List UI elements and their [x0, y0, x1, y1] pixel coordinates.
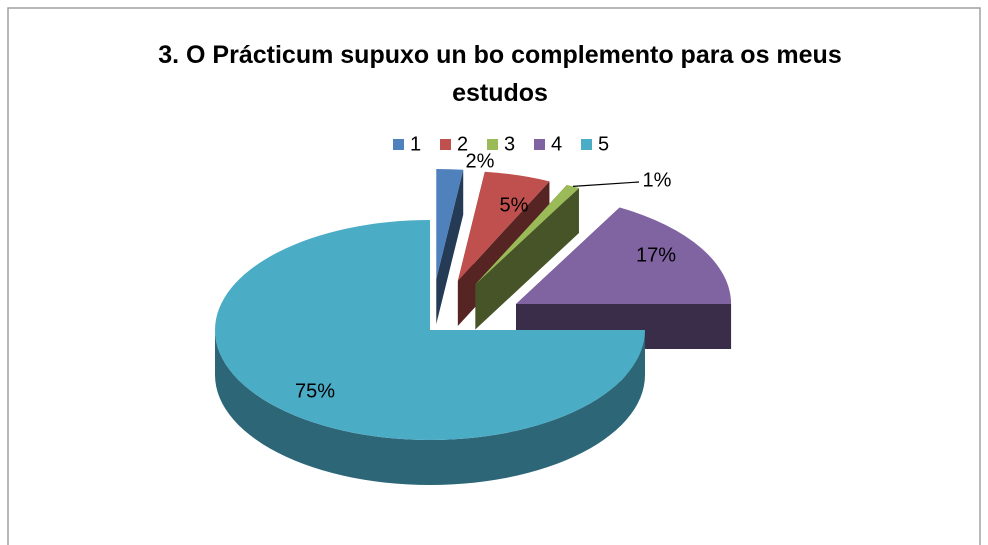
legend-label: 2	[457, 133, 468, 155]
legend-swatch	[581, 139, 592, 150]
slice-top	[215, 220, 645, 440]
chart-frame	[7, 7, 981, 545]
slice-wall	[215, 330, 645, 485]
legend-label: 1	[410, 133, 421, 155]
slice	[436, 168, 464, 324]
legend-label: 4	[551, 133, 562, 155]
slice	[475, 184, 579, 330]
data-label: 17%	[636, 244, 676, 266]
chart-title: 3. O Prácticum supuxo un bo complemento …	[158, 41, 842, 107]
legend-swatch	[440, 139, 451, 150]
data-label: 2%	[466, 150, 495, 172]
slice-side	[436, 169, 464, 324]
slice-top	[457, 171, 550, 281]
leader-line	[572, 181, 640, 188]
legend-swatch	[534, 139, 545, 150]
data-label: 75%	[295, 380, 335, 402]
slice	[215, 220, 645, 485]
legend-label: 5	[598, 133, 609, 155]
slice-top	[516, 207, 732, 304]
slice-top	[475, 184, 579, 285]
legend-label: 3	[504, 133, 515, 155]
data-label: 5%	[500, 194, 529, 216]
slice-top	[436, 168, 464, 279]
legend-swatch	[393, 139, 404, 150]
slice-side	[475, 188, 579, 330]
legend-swatch	[487, 139, 498, 150]
data-label: 1%	[643, 169, 672, 191]
